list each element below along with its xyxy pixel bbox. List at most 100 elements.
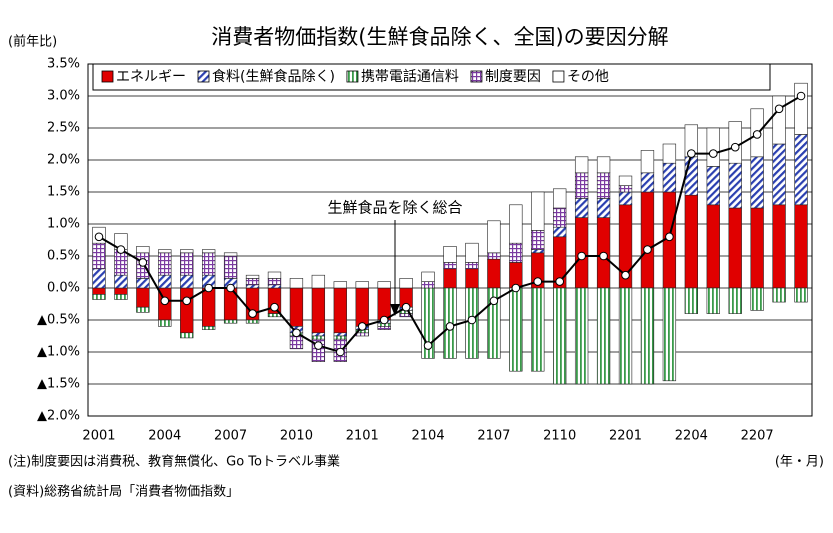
legend-swatch [470, 70, 483, 83]
x-tick-label: 2101 [346, 429, 379, 444]
bar-segment [289, 335, 304, 350]
bar-segment [618, 175, 633, 186]
plot-area [87, 63, 813, 417]
line-marker [314, 341, 323, 350]
y-tick-label: ▲1.5% [37, 377, 80, 392]
bar-segment [355, 332, 369, 337]
bar-segment [772, 143, 786, 206]
bar-segment [772, 287, 786, 303]
bar-segment [180, 249, 194, 254]
legend-swatch [101, 70, 114, 83]
bar-segment [553, 226, 567, 238]
line-marker [489, 296, 499, 306]
bar-segment [267, 271, 282, 279]
legend-label: 制度要因 [485, 69, 541, 85]
legend-swatch [197, 70, 210, 83]
legend-label: エネルギー [116, 69, 186, 85]
bar-segment [421, 281, 435, 289]
bar-segment [465, 268, 479, 289]
legend-swatch [346, 70, 359, 83]
bar-segment [158, 252, 172, 276]
line-marker [94, 232, 104, 242]
bar-segment [311, 274, 326, 289]
bar-segment [596, 156, 611, 174]
bar-segment [333, 281, 347, 289]
line-marker [182, 296, 192, 306]
line-marker [292, 328, 301, 338]
bar-segment [706, 166, 720, 206]
bar-segment [531, 230, 545, 250]
bar-segment [465, 262, 479, 270]
bar-segment [443, 262, 457, 270]
bar-segment [662, 162, 677, 193]
line-marker [752, 130, 762, 139]
x-tick-label: 2007 [214, 429, 247, 444]
bar-segment [750, 287, 764, 311]
line-marker [336, 347, 345, 357]
line-marker [116, 245, 126, 254]
bar-segment [114, 294, 128, 300]
bar-segment [202, 326, 216, 330]
bar-segment [223, 319, 238, 324]
bar-segment [596, 287, 611, 385]
bar-segment [662, 143, 677, 164]
bar-segment [553, 188, 567, 209]
bar-segment [114, 274, 128, 289]
bar-segment [794, 204, 808, 289]
y-tick-label: 1.0% [47, 217, 80, 232]
line-marker [774, 104, 784, 114]
bar-segment [377, 287, 391, 321]
x-tick-label: 2004 [148, 429, 181, 444]
bar-segment [202, 252, 216, 276]
bar-segment [223, 252, 238, 257]
bar-segment [180, 252, 194, 276]
bar-segment [509, 204, 523, 244]
y-tick-label: 1.5% [47, 185, 80, 200]
bar-segment [794, 287, 808, 303]
line-marker [555, 277, 564, 286]
bar-segment [728, 162, 742, 209]
bar-segment [706, 204, 720, 289]
bar-segment [114, 287, 128, 295]
bar-segment [509, 242, 523, 263]
bar-segment [333, 287, 347, 334]
bar-segment [794, 134, 808, 206]
bar-segment [377, 281, 391, 289]
bar-segment [531, 249, 545, 254]
bar-segment [158, 319, 172, 327]
line-marker [379, 315, 389, 325]
bar-segment [706, 127, 720, 167]
bar-segment [706, 287, 720, 314]
bar-segment [596, 198, 611, 218]
bar-segment [662, 287, 677, 382]
bar-segment [245, 284, 260, 289]
bar-segment [750, 207, 764, 289]
bar-segment [180, 332, 194, 339]
bar-segment [618, 191, 633, 206]
bar-segment [92, 294, 106, 300]
bar-segment [684, 156, 698, 196]
bar-segment [684, 194, 698, 289]
annotation: 生鮮食品を除く総合 [327, 199, 462, 217]
bar-segment [443, 246, 457, 263]
line-marker [796, 91, 806, 101]
y-tick-label: 2.0% [47, 153, 80, 168]
line-marker [577, 251, 586, 261]
line-marker [730, 142, 740, 152]
x-tick-label: 2201 [609, 429, 642, 444]
bar-segment [333, 332, 347, 337]
line-marker [687, 149, 696, 158]
bar-segment [772, 95, 786, 145]
bar-segment [202, 249, 216, 254]
bar-segment [574, 198, 589, 218]
line-marker [357, 322, 367, 331]
bar-segment [267, 313, 282, 318]
bar-segment [618, 287, 633, 385]
bar-segment [136, 287, 150, 308]
bar-segment [574, 156, 589, 174]
line-marker [423, 341, 433, 350]
bar-segment [399, 313, 413, 318]
bar-segment [158, 249, 172, 254]
bar-segment [333, 335, 347, 340]
